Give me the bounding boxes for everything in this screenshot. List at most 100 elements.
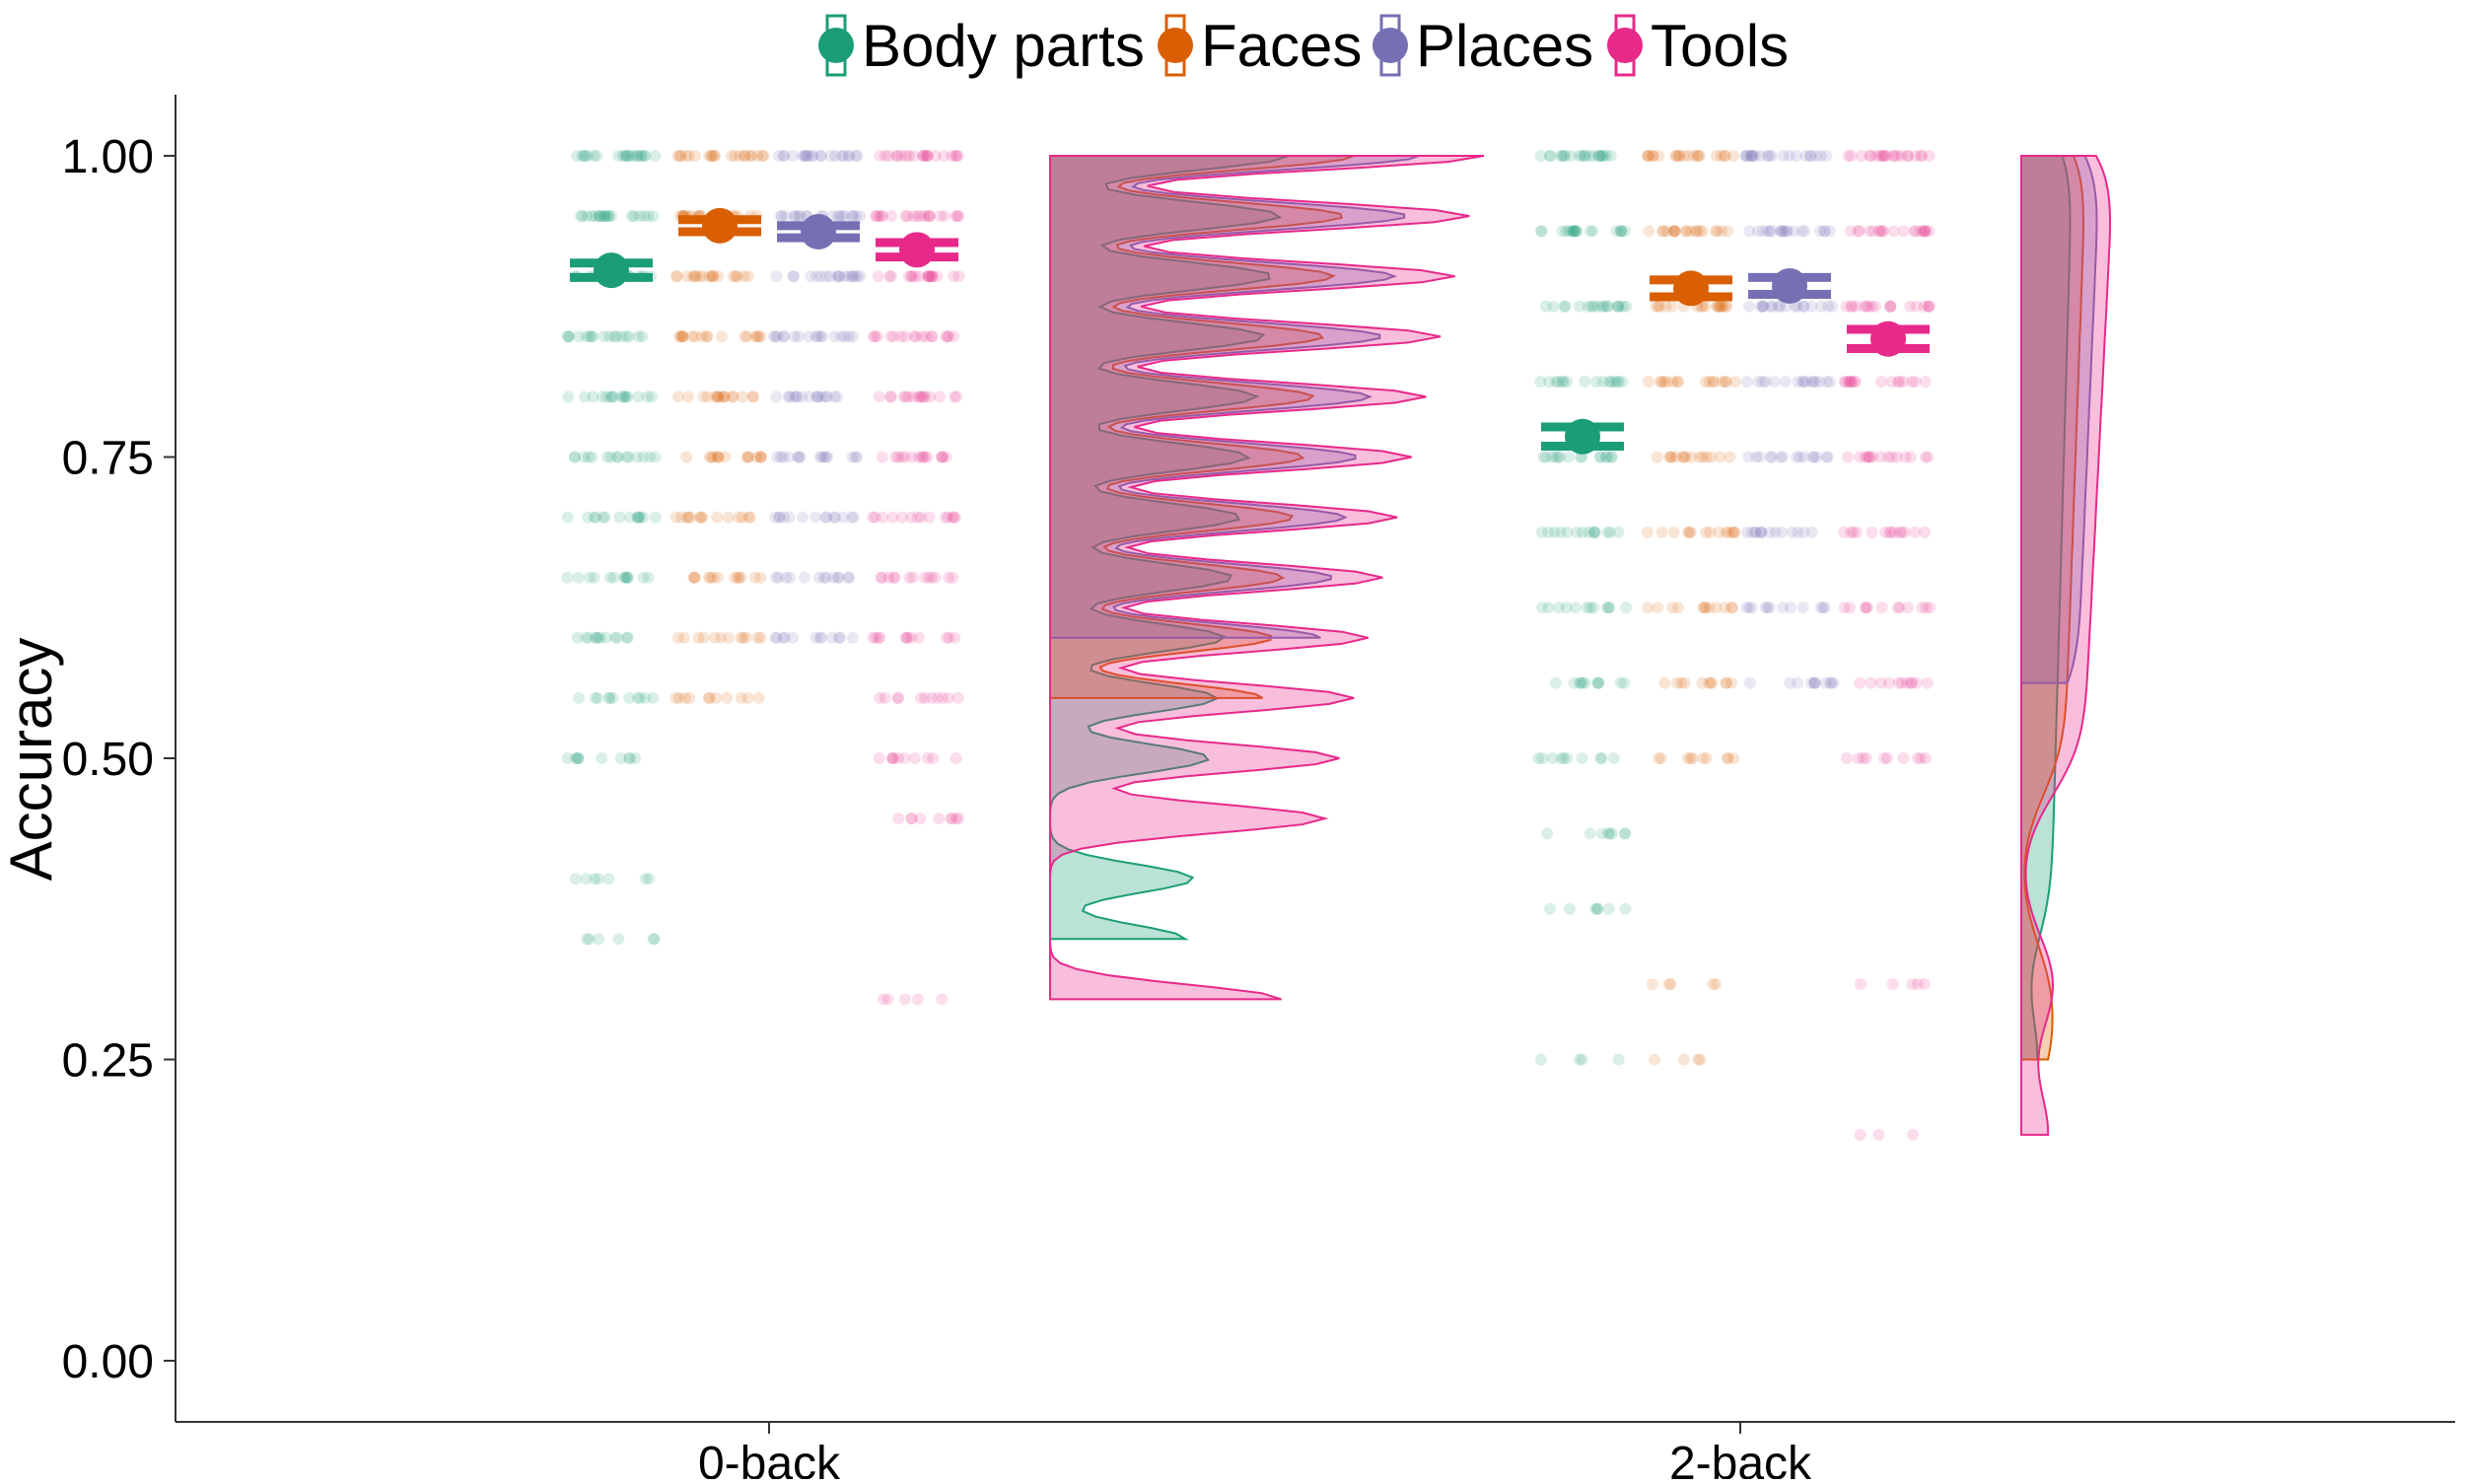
data-point: [818, 571, 831, 584]
data-point: [689, 330, 702, 343]
data-point: [1808, 451, 1820, 463]
data-point: [1909, 376, 1922, 389]
data-point: [924, 270, 937, 283]
data-point: [1665, 451, 1678, 463]
data-point: [1919, 225, 1932, 238]
data-point: [1656, 225, 1669, 238]
data-point: [586, 330, 599, 343]
data-point: [843, 150, 856, 162]
data-point: [1805, 376, 1818, 389]
data-point: [1740, 601, 1753, 614]
data-point: [898, 752, 911, 764]
data-point: [787, 270, 800, 283]
data-point: [925, 270, 938, 283]
data-point: [1652, 601, 1664, 614]
data-point: [645, 390, 658, 403]
data-point: [561, 511, 574, 524]
data-point: [929, 150, 942, 162]
data-point: [1743, 676, 1756, 689]
data-point: [778, 631, 791, 644]
data-point: [614, 390, 627, 403]
data-point: [1618, 827, 1631, 840]
data-point: [820, 270, 833, 283]
data-point: [647, 933, 660, 946]
data-point: [590, 631, 602, 644]
data-point: [916, 330, 929, 343]
data-point: [1574, 676, 1586, 689]
data-point: [788, 390, 801, 403]
data-point: [1764, 526, 1777, 538]
data-point: [949, 511, 961, 524]
data-point: [1901, 150, 1914, 162]
data-point: [561, 752, 574, 764]
data-point: [1865, 676, 1877, 689]
data-point: [878, 993, 889, 1006]
data-point: [1681, 752, 1694, 764]
data-point: [1712, 300, 1725, 313]
data-point: [1721, 225, 1733, 238]
data-point: [1566, 225, 1578, 238]
data-point: [902, 150, 915, 162]
data-point: [572, 571, 585, 584]
data-point: [647, 691, 660, 704]
data-point: [1657, 376, 1670, 389]
data-point: [1872, 1128, 1885, 1141]
data-point: [1749, 150, 1761, 162]
data-point: [611, 451, 624, 463]
data-point: [895, 451, 908, 463]
data-point: [1886, 150, 1899, 162]
data-point: [884, 270, 897, 283]
data-point: [1922, 676, 1934, 689]
data-point: [1686, 752, 1699, 764]
data-point: [1895, 150, 1908, 162]
data-point: [1885, 451, 1898, 463]
data-point: [1542, 601, 1555, 614]
data-point: [926, 571, 939, 584]
data-point: [920, 150, 933, 162]
data-point: [942, 330, 954, 343]
legend-label: Places: [1416, 13, 1593, 79]
data-point: [1858, 300, 1870, 313]
data-point: [1869, 300, 1881, 313]
data-point: [599, 511, 611, 524]
data-point: [736, 511, 748, 524]
data-point: [1808, 676, 1821, 689]
data-point: [1845, 225, 1857, 238]
data-point: [1581, 601, 1593, 614]
data-point: [673, 150, 686, 162]
data-point: [1697, 752, 1710, 764]
data-point: [789, 210, 802, 223]
data-point: [1849, 376, 1862, 389]
data-point: [583, 330, 596, 343]
data-point: [1907, 1128, 1920, 1141]
data-point: [588, 150, 600, 162]
data-point: [561, 330, 574, 343]
mean-point: [1870, 320, 1906, 357]
data-point: [1901, 676, 1913, 689]
data-point: [938, 150, 951, 162]
data-point: [1576, 752, 1588, 764]
data-point: [887, 752, 900, 764]
data-point: [717, 390, 730, 403]
data-point: [1923, 300, 1936, 313]
data-point: [832, 270, 845, 283]
data-point: [623, 150, 636, 162]
data-point: [846, 210, 859, 223]
data-point: [613, 511, 626, 524]
data-point: [631, 150, 644, 162]
data-point: [1743, 225, 1756, 238]
data-point: [1893, 601, 1906, 614]
data-point: [1596, 150, 1609, 162]
data-point: [1655, 526, 1668, 538]
data-point: [676, 330, 688, 343]
data-point: [1677, 451, 1690, 463]
data-point: [633, 210, 646, 223]
data-point: [952, 270, 965, 283]
data-point: [777, 150, 790, 162]
data-point: [669, 691, 682, 704]
data-point: [931, 270, 944, 283]
data-point: [1889, 150, 1901, 162]
data-point: [695, 511, 708, 524]
data-point: [1556, 150, 1569, 162]
data-point: [1766, 150, 1779, 162]
